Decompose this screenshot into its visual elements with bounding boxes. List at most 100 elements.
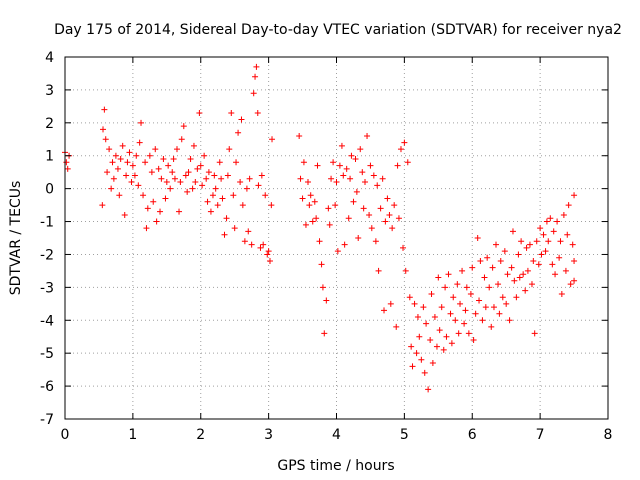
data-point bbox=[243, 185, 250, 192]
data-point bbox=[530, 258, 537, 265]
data-point bbox=[496, 310, 503, 317]
data-point bbox=[123, 172, 130, 179]
data-point bbox=[490, 304, 497, 311]
data-point bbox=[538, 251, 545, 258]
data-point bbox=[204, 198, 211, 205]
data-point bbox=[423, 320, 430, 327]
data-point bbox=[306, 202, 313, 209]
data-point bbox=[438, 304, 445, 311]
data-point bbox=[560, 211, 567, 218]
data-point bbox=[160, 156, 167, 163]
y-tick-label: -7 bbox=[40, 412, 54, 428]
data-point bbox=[203, 175, 210, 182]
data-point bbox=[269, 136, 276, 143]
data-point bbox=[482, 304, 489, 311]
data-point bbox=[488, 323, 495, 330]
data-point bbox=[230, 192, 237, 199]
data-point bbox=[304, 179, 311, 186]
data-point bbox=[427, 337, 434, 344]
x-tick-label: 5 bbox=[400, 427, 409, 443]
data-point bbox=[558, 290, 565, 297]
data-point bbox=[489, 264, 496, 271]
data-point bbox=[177, 179, 184, 186]
data-point bbox=[100, 126, 107, 133]
data-point bbox=[495, 281, 502, 288]
data-point bbox=[254, 109, 261, 116]
data-point bbox=[99, 202, 106, 209]
y-axis-label: SDTVAR / TECUs bbox=[8, 181, 24, 296]
data-point bbox=[387, 300, 394, 307]
data-point bbox=[372, 238, 379, 245]
data-point bbox=[395, 215, 402, 222]
data-point bbox=[571, 277, 578, 284]
data-point bbox=[569, 241, 576, 248]
data-point bbox=[239, 202, 246, 209]
data-point bbox=[508, 264, 515, 271]
data-point bbox=[501, 248, 508, 255]
x-tick-label: 6 bbox=[468, 427, 477, 443]
data-point bbox=[481, 274, 488, 281]
data-point bbox=[219, 195, 226, 202]
data-point bbox=[499, 294, 506, 301]
data-point bbox=[146, 152, 153, 159]
data-point bbox=[171, 175, 178, 182]
data-point bbox=[436, 327, 443, 334]
data-point bbox=[224, 172, 231, 179]
data-point bbox=[104, 169, 111, 176]
data-point bbox=[543, 218, 550, 225]
x-axis-tick-labels: 0 1 2 3 4 5 6 7 8 bbox=[61, 427, 613, 443]
y-tick-label: 0 bbox=[45, 182, 54, 198]
data-point bbox=[119, 142, 126, 149]
data-point bbox=[314, 162, 321, 169]
y-tick-label: -4 bbox=[40, 313, 54, 329]
data-point bbox=[152, 146, 159, 153]
data-point bbox=[326, 221, 333, 228]
data-point bbox=[199, 182, 206, 189]
data-point bbox=[503, 300, 510, 307]
data-point bbox=[347, 175, 354, 182]
data-point bbox=[409, 363, 416, 370]
grid-lines bbox=[65, 57, 608, 419]
data-point bbox=[511, 277, 518, 284]
data-point bbox=[162, 195, 169, 202]
data-point bbox=[176, 208, 183, 215]
data-point bbox=[549, 261, 556, 268]
data-point bbox=[197, 162, 204, 169]
data-point bbox=[169, 169, 176, 176]
data-point bbox=[178, 136, 185, 143]
x-tick-label: 0 bbox=[61, 427, 70, 443]
data-point bbox=[296, 132, 303, 139]
data-point bbox=[476, 297, 483, 304]
data-point bbox=[268, 202, 275, 209]
data-point bbox=[112, 152, 119, 159]
data-point bbox=[214, 202, 221, 209]
data-point bbox=[461, 320, 468, 327]
data-point bbox=[101, 106, 108, 113]
data-point bbox=[262, 192, 269, 199]
data-point bbox=[142, 159, 149, 166]
data-point bbox=[63, 159, 70, 166]
data-point bbox=[313, 215, 320, 222]
data-point bbox=[571, 258, 578, 265]
data-point bbox=[416, 333, 423, 340]
data-point bbox=[241, 238, 248, 245]
data-point bbox=[406, 294, 413, 301]
data-point bbox=[126, 149, 133, 156]
data-point bbox=[352, 156, 359, 163]
y-tick-label: -5 bbox=[40, 346, 54, 362]
data-point bbox=[185, 169, 192, 176]
data-point bbox=[332, 202, 339, 209]
data-point bbox=[138, 119, 145, 126]
data-point bbox=[545, 238, 552, 245]
data-point bbox=[540, 231, 547, 238]
data-point bbox=[343, 165, 350, 172]
data-point bbox=[194, 165, 201, 172]
y-tick-label: 3 bbox=[45, 83, 54, 99]
data-point bbox=[108, 185, 115, 192]
data-point bbox=[228, 109, 235, 116]
data-point bbox=[394, 162, 401, 169]
data-point bbox=[425, 386, 432, 393]
data-point bbox=[516, 274, 523, 281]
data-point bbox=[207, 208, 214, 215]
data-point bbox=[173, 146, 180, 153]
